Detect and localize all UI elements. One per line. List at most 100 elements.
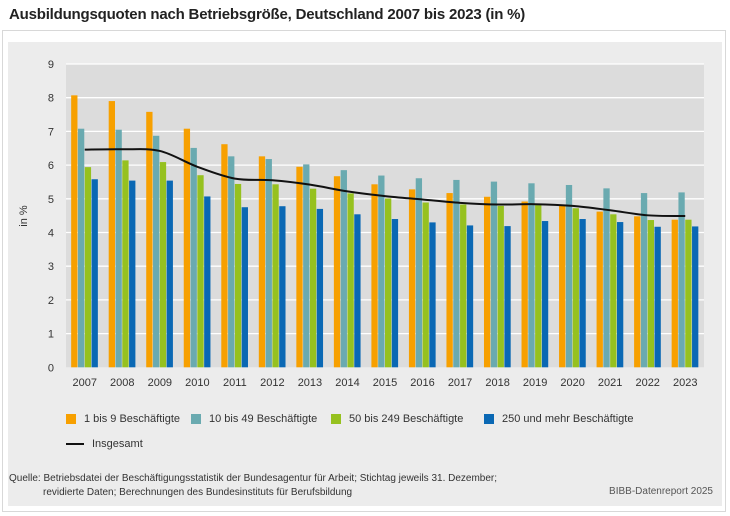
bar-2013-1 — [296, 166, 303, 368]
x-tick-label: 2018 — [485, 377, 509, 389]
x-tick-label: 2020 — [560, 377, 584, 389]
x-tick-label: 2017 — [448, 377, 472, 389]
legend-item-1-9: 1 bis 9 Beschäftigte — [66, 413, 180, 425]
bar-2020-4 — [579, 219, 586, 368]
source-note: Quelle: Betriebsdatei der Beschäftigungs… — [9, 472, 497, 500]
bar-2014-3 — [347, 193, 354, 368]
x-tick-label: 2016 — [410, 377, 434, 389]
bar-2023-1 — [671, 219, 678, 368]
bar-2023-4 — [692, 226, 699, 368]
bar-2012-2 — [265, 159, 272, 368]
bar-2010-3 — [197, 175, 204, 368]
bar-2011-3 — [234, 183, 242, 368]
legend-swatch — [191, 414, 201, 424]
x-tick-label: 2011 — [223, 377, 247, 389]
bar-2018-1 — [483, 196, 491, 368]
bar-2022-2 — [640, 193, 648, 368]
bar-2009-1 — [146, 111, 153, 368]
y-tick-label: 2 — [48, 295, 54, 307]
y-tick-label: 4 — [48, 228, 54, 240]
x-tick-label: 2023 — [673, 377, 697, 389]
bar-2017-4 — [466, 225, 474, 368]
y-tick-label: 7 — [48, 126, 54, 138]
bar-2018-2 — [490, 181, 498, 368]
bar-2009-2 — [153, 135, 160, 368]
bar-2019-4 — [541, 221, 549, 368]
bar-2020-1 — [559, 205, 566, 368]
legend-label: 50 bis 249 Beschäftigte — [349, 413, 464, 425]
figure-frame — [2, 30, 726, 512]
source-line-1: Quelle: Betriebsdatei der Beschäftigungs… — [9, 473, 498, 484]
x-tick-label: 2015 — [373, 377, 397, 389]
credit: BIBB-Datenreport 2025 — [609, 486, 713, 497]
bar-2011-1 — [221, 144, 228, 368]
bar-2017-3 — [460, 204, 467, 368]
bar-2021-3 — [610, 214, 617, 368]
bar-2015-2 — [378, 175, 385, 368]
bar-2012-4 — [279, 206, 286, 368]
legend-label: Insgesamt — [92, 438, 143, 450]
x-tick-label: 2013 — [298, 377, 322, 389]
y-tick-label: 6 — [48, 160, 54, 172]
y-tick-label: 0 — [48, 362, 54, 374]
bar-2016-3 — [422, 202, 429, 368]
bar-2012-3 — [272, 184, 279, 368]
bar-2021-2 — [603, 188, 610, 368]
legend-swatch — [484, 414, 494, 424]
y-tick-label: 1 — [48, 329, 54, 341]
x-tick-label: 2009 — [148, 377, 172, 389]
bar-2016-2 — [415, 178, 423, 368]
bar-2013-3 — [309, 188, 317, 368]
x-tick-label: 2019 — [523, 377, 547, 389]
y-tick-label: 5 — [48, 194, 54, 206]
bar-2009-3 — [159, 162, 167, 368]
bar-2020-2 — [565, 184, 573, 368]
x-tick-label: 2014 — [335, 377, 359, 389]
bar-2014-2 — [340, 170, 347, 368]
bar-2022-1 — [634, 216, 641, 368]
legend-item-50-249: 50 bis 249 Beschäftigte — [331, 413, 463, 425]
bar-2007-1 — [71, 95, 78, 368]
bar-2018-4 — [504, 226, 511, 368]
bar-2023-2 — [678, 192, 685, 368]
y-tick-label: 8 — [48, 93, 54, 105]
y-tick-label: 3 — [48, 261, 54, 273]
bar-2009-4 — [166, 180, 173, 368]
bar-2007-4 — [91, 179, 98, 368]
bar-2019-2 — [528, 183, 535, 368]
bar-2007-2 — [77, 128, 85, 368]
source-line-2: revidierte Daten; Berechnungen des Bunde… — [43, 487, 353, 498]
y-tick-label: 9 — [48, 59, 54, 71]
bar-2014-1 — [333, 176, 341, 368]
bar-2008-3 — [122, 160, 129, 368]
bar-2022-4 — [654, 226, 661, 368]
chart-title: Ausbildungsquoten nach Betriebsgröße, De… — [9, 6, 526, 23]
legend-swatch — [331, 414, 341, 424]
bar-2016-4 — [429, 222, 436, 368]
x-tick-label: 2008 — [110, 377, 134, 389]
bar-2019-3 — [535, 205, 542, 368]
legend-swatch — [66, 414, 76, 424]
bar-2010-4 — [204, 196, 211, 368]
bar-2008-2 — [115, 129, 122, 368]
legend-item-insgesamt: Insgesamt — [66, 438, 143, 450]
bar-2015-4 — [391, 219, 399, 368]
bar-2013-2 — [303, 164, 310, 368]
bar-2013-4 — [316, 208, 324, 368]
bar-2011-2 — [228, 156, 235, 368]
bar-2020-3 — [572, 208, 579, 368]
x-tick-label: 2012 — [260, 377, 284, 389]
legend-item-250plus: 250 und mehr Beschäftigte — [484, 413, 633, 425]
legend-label: 1 bis 9 Beschäftigte — [84, 413, 181, 425]
bar-2010-2 — [190, 147, 197, 368]
bar-2014-4 — [354, 214, 361, 368]
bar-2015-1 — [371, 184, 378, 368]
bar-2008-4 — [129, 180, 136, 368]
bar-2010-1 — [183, 128, 191, 368]
x-tick-label: 2021 — [598, 377, 622, 389]
bar-2015-3 — [385, 198, 392, 368]
bar-2017-2 — [453, 179, 460, 368]
bar-2022-3 — [647, 220, 655, 368]
